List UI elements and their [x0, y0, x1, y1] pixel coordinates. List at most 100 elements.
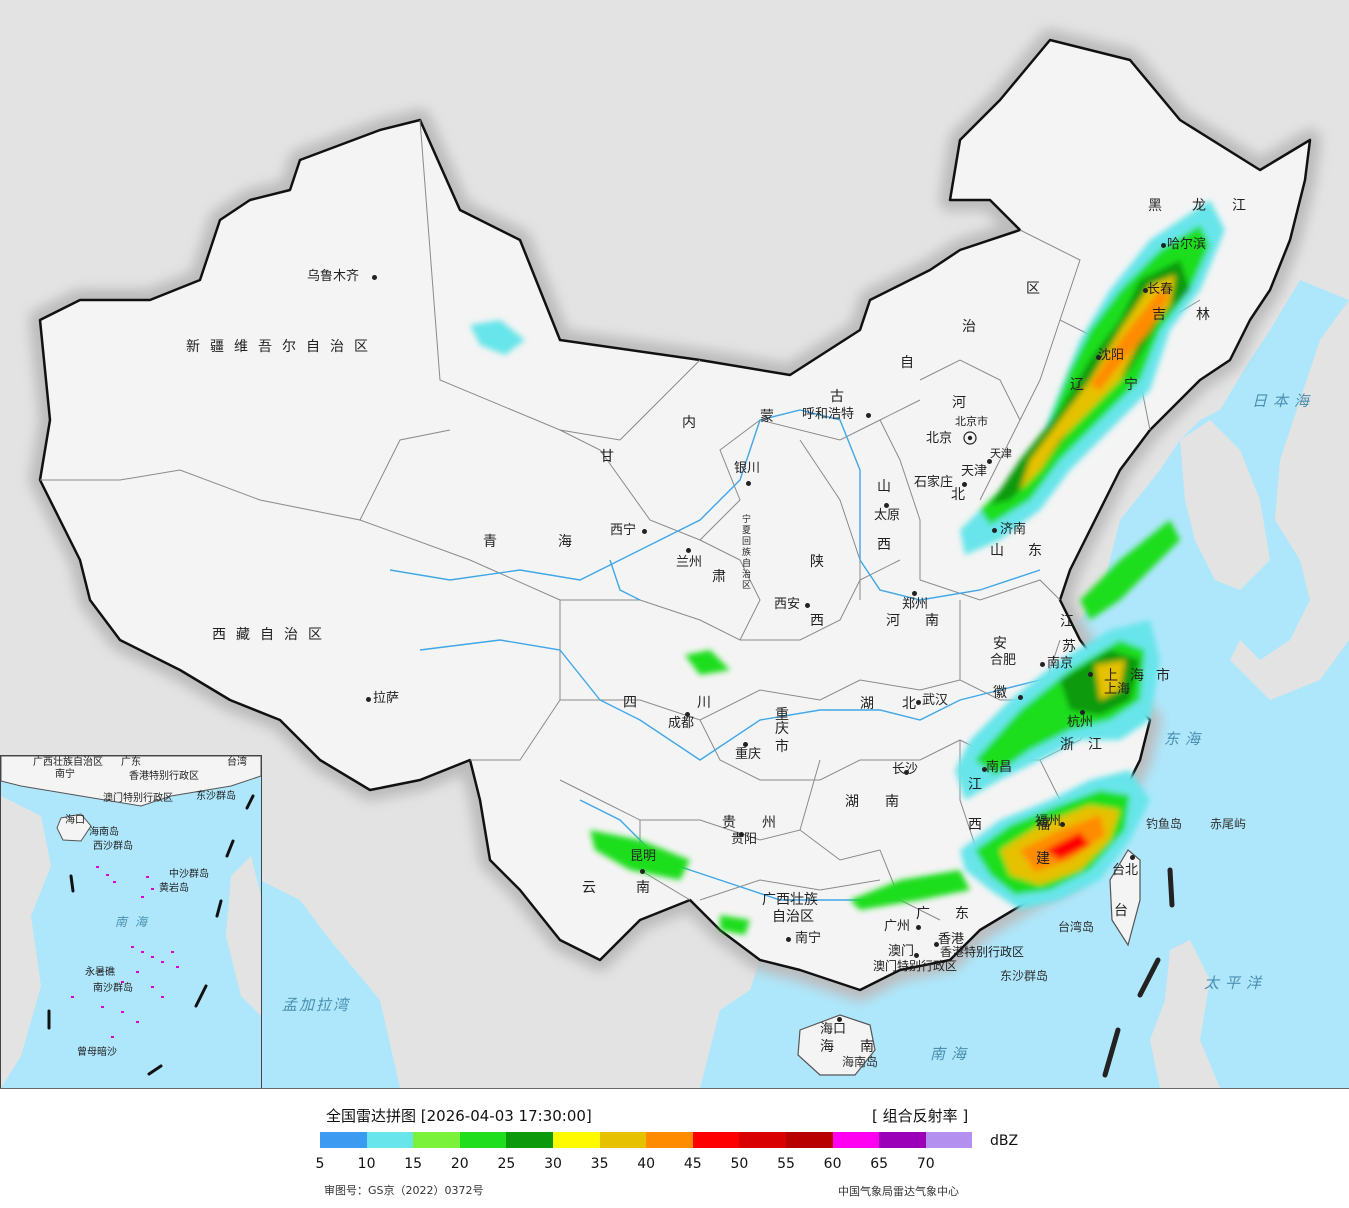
inset-yongshu: 永暑礁	[85, 967, 115, 978]
inset-dongsha: 东沙群岛	[196, 791, 236, 802]
region-jiangxi-2: 西	[968, 817, 992, 833]
region-hunan-1: 湖	[845, 794, 869, 810]
inset-vietnam	[1, 796, 51, 1088]
city-dot-jinan	[992, 528, 997, 533]
city-urumqi: 乌鲁木齐	[307, 269, 360, 284]
scale-tick-label: 40	[637, 1156, 656, 1172]
region-anhui-1: 安	[993, 636, 1017, 652]
region-neimenggu-3: 古	[830, 389, 854, 405]
city-beijing: 北京	[926, 431, 953, 446]
city-hohhot: 呼和浩特	[802, 407, 855, 422]
city-dot-haikou	[837, 1017, 842, 1022]
island-diaoyu: 钓鱼岛	[1146, 817, 1183, 831]
region-chongqing-1: 重	[775, 707, 799, 723]
city-shijiazhuang: 石家庄	[914, 475, 954, 490]
city-dot-harbin	[1161, 243, 1166, 248]
sea-nanhai: 南海	[930, 1045, 973, 1063]
region-hebei-1: 河	[952, 395, 976, 411]
region-yunnan-2: 南	[636, 880, 660, 896]
island-hainan: 海南岛	[842, 1055, 879, 1069]
sea-donghai: 东海	[1164, 730, 1207, 748]
scale-tick-label: 65	[870, 1156, 889, 1172]
city-label: 长春	[1147, 282, 1174, 297]
philippines-land	[1150, 940, 1220, 1088]
scale-swatch	[459, 1132, 507, 1148]
map-approval-number: 审图号：GS京（2022）0372号	[324, 1184, 484, 1197]
region-heilongjiang-3: 江	[1232, 198, 1256, 214]
city-xian: 西安	[774, 597, 801, 612]
scale-tick-label: 70	[916, 1156, 935, 1172]
city-yinchuan: 银川	[734, 461, 761, 476]
inset-land	[1, 756, 261, 807]
region-xizang: 西藏自治区	[212, 627, 332, 643]
region-guangdong-2: 东	[955, 906, 979, 922]
scale-swatch	[552, 1132, 600, 1148]
city-label: 上海	[1104, 682, 1131, 697]
city-wuhan: 武汉	[922, 693, 949, 708]
city-nanning: 南宁	[795, 931, 822, 946]
region-beijing: 北京市	[955, 415, 988, 428]
region-liaoning-1: 辽	[1070, 377, 1094, 393]
region-shaanxi-2: 西	[810, 613, 834, 629]
region-henan-2: 南	[925, 613, 949, 629]
city-lanzhou: 兰州	[676, 555, 703, 570]
region-hainan-1: 海	[820, 1039, 844, 1055]
inset-xisha: 西沙群岛	[93, 841, 133, 852]
city-dot-changchun	[1143, 288, 1148, 293]
region-sichuan-2: 川	[697, 695, 721, 711]
city-hangzhou: 杭州	[1067, 715, 1094, 730]
korea-land	[1180, 420, 1270, 590]
region-sichuan-1: 四	[623, 695, 647, 711]
inset-philippines	[226, 856, 261, 1016]
city-dot-hongkong	[934, 942, 939, 947]
city-guangzhou: 广州	[884, 919, 911, 934]
inset-hongkong: 香港特别行政区	[129, 771, 199, 782]
hainan-land	[797, 1014, 876, 1076]
region-heilongjiang-2: 龙	[1192, 198, 1216, 214]
region-guangxi-2: 自治区	[772, 909, 814, 925]
south-china-sea-inset: 广西壮族自治区 广东 台湾 南宁 香港特别行政区 澳门特别行政区 东沙群岛 海口…	[0, 755, 262, 1088]
scale-tick-label: 20	[450, 1156, 469, 1172]
region-hainan-2: 南	[860, 1039, 884, 1055]
city-taiyuan: 太原	[874, 508, 901, 523]
city-hefei: 合肥	[990, 653, 1017, 668]
inset-canvas	[1, 756, 261, 1088]
city-dot-hefei	[1018, 695, 1023, 700]
city-kunming: 昆明	[630, 849, 657, 864]
scale-swatch	[320, 1132, 367, 1148]
city-dot-wuhan	[916, 700, 921, 705]
radar-map: 新疆维吾尔自治区 西藏自治区 青 海 甘 肃 内 蒙 古 自 治 区 黑 龙 江…	[0, 0, 1349, 1089]
city-dot-yinchuan	[746, 481, 751, 486]
city-zhengzhou: 郑州	[902, 597, 929, 612]
city-jinan: 济南	[1000, 522, 1027, 537]
map-canvas	[0, 0, 1349, 1088]
scale-swatch	[785, 1132, 833, 1148]
region-xinjiang: 新疆维吾尔自治区	[186, 339, 378, 355]
legend-panel: 全国雷达拼图 [2026-04-03 17:30:00] [ 组合反射率 ] d…	[0, 1089, 1349, 1208]
region-jilin-1: 吉	[1152, 307, 1176, 323]
city-dot-hohhot	[866, 413, 871, 418]
region-guangxi-1: 广西壮族	[762, 892, 818, 908]
city-macau: 澳门	[888, 944, 915, 959]
region-liaoning-2: 宁	[1124, 377, 1148, 393]
city-dot-tianjin	[987, 459, 992, 464]
scale-swatch	[879, 1132, 926, 1148]
region-chongqing-2: 庆	[775, 721, 799, 737]
region-jiangsu-1: 江	[1060, 614, 1084, 630]
sea-bengal: 孟加拉湾	[282, 996, 351, 1014]
scale-swatch	[646, 1132, 693, 1148]
city-dot-taipei	[1130, 855, 1135, 860]
city-chongqing: 重庆	[735, 747, 762, 762]
region-jiangsu-2: 苏	[1062, 639, 1086, 655]
region-shandong-1: 山	[990, 543, 1014, 559]
legend-title: 全国雷达拼图 [2026-04-03 17:30:00]	[326, 1107, 592, 1125]
inset-taiwan: 台湾	[227, 757, 247, 768]
city-dot-shenyang	[1096, 355, 1101, 360]
city-changsha: 长沙	[892, 762, 919, 777]
scale-swatch	[925, 1132, 973, 1148]
city-label: 沈阳	[1098, 348, 1125, 363]
inset-nansha: 南沙群岛	[93, 983, 133, 994]
scale-tick-label: 5	[315, 1156, 325, 1172]
city-chengdu: 成都	[668, 716, 695, 731]
city-dot-shijiazhuang	[962, 482, 967, 487]
